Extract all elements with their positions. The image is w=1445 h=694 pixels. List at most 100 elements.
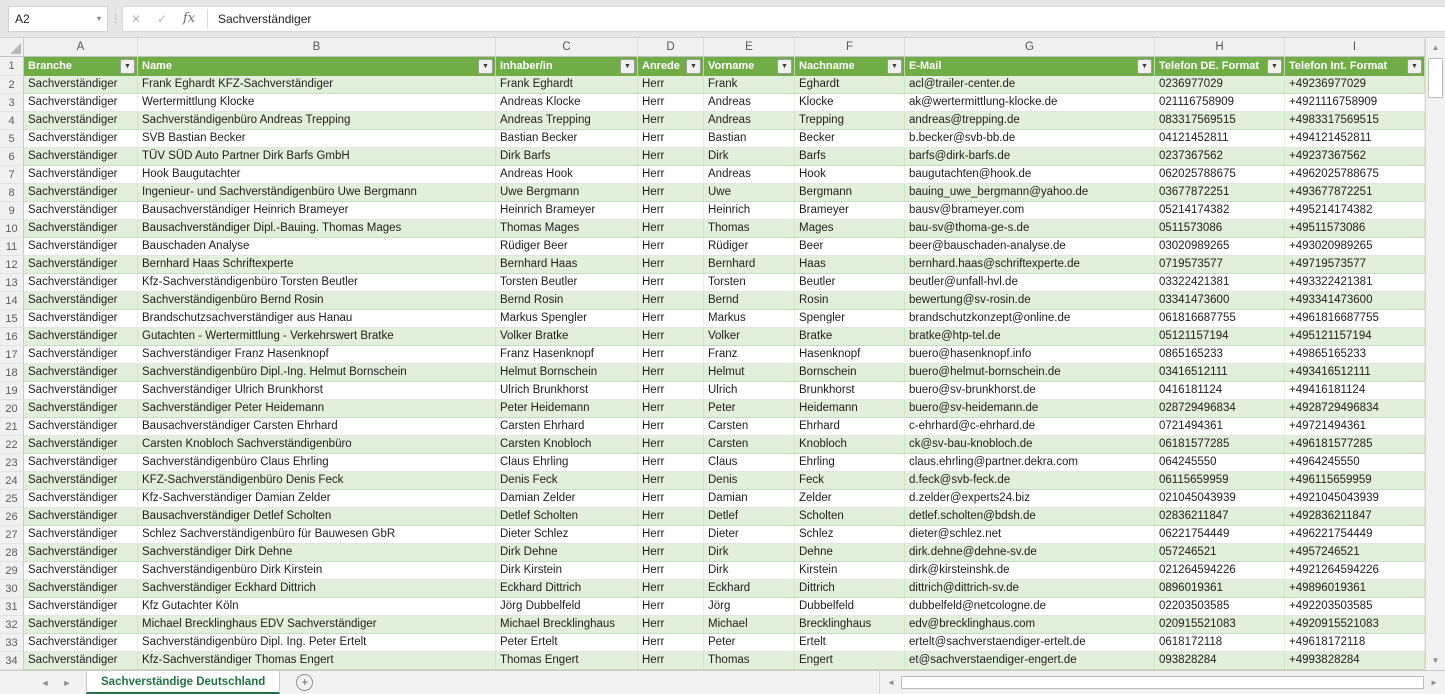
- cell-inhaber[interactable]: Peter Heidemann: [496, 400, 638, 418]
- cell-branche[interactable]: Sachverständiger: [24, 220, 138, 238]
- filter-button-inhaber[interactable]: ▼: [620, 59, 635, 74]
- cell-nachname[interactable]: Ertelt: [795, 634, 905, 652]
- cell-anrede[interactable]: Herr: [638, 382, 704, 400]
- cell-telefon-int[interactable]: +492203503585: [1285, 598, 1425, 616]
- filter-button-anrede[interactable]: ▼: [686, 59, 701, 74]
- cell-telefon-int[interactable]: +4964245550: [1285, 454, 1425, 472]
- cell-email[interactable]: d.feck@svb-feck.de: [905, 472, 1155, 490]
- cell-email[interactable]: beer@bauschaden-analyse.de: [905, 238, 1155, 256]
- cell-telefon-int[interactable]: +4962025788675: [1285, 166, 1425, 184]
- cell-vorname[interactable]: Frank: [704, 76, 795, 94]
- cell-email[interactable]: dirk@kirsteinshk.de: [905, 562, 1155, 580]
- cell-nachname[interactable]: Dehne: [795, 544, 905, 562]
- cell-telefon-de[interactable]: 02203503585: [1155, 598, 1285, 616]
- row-header-5[interactable]: 5: [0, 130, 24, 148]
- cell-branche[interactable]: Sachverständiger: [24, 472, 138, 490]
- cell-telefon-de[interactable]: 0865165233: [1155, 346, 1285, 364]
- row-header-16[interactable]: 16: [0, 328, 24, 346]
- cell-telefon-int[interactable]: +496115659959: [1285, 472, 1425, 490]
- cell-email[interactable]: buero@sv-brunkhorst.de: [905, 382, 1155, 400]
- cell-vorname[interactable]: Thomas: [704, 652, 795, 670]
- cell-name[interactable]: Kfz Gutachter Köln: [138, 598, 496, 616]
- row-header-31[interactable]: 31: [0, 598, 24, 616]
- cell-nachname[interactable]: Zelder: [795, 490, 905, 508]
- row-header-28[interactable]: 28: [0, 544, 24, 562]
- cell-nachname[interactable]: Spengler: [795, 310, 905, 328]
- cell-email[interactable]: c-ehrhard@c-ehrhard.de: [905, 418, 1155, 436]
- cell-vorname[interactable]: Denis: [704, 472, 795, 490]
- cell-inhaber[interactable]: Eckhard Dittrich: [496, 580, 638, 598]
- filter-button-vorname[interactable]: ▼: [777, 59, 792, 74]
- scroll-up-icon[interactable]: ▲: [1431, 43, 1440, 52]
- row-header-18[interactable]: 18: [0, 364, 24, 382]
- cell-telefon-de[interactable]: 06221754449: [1155, 526, 1285, 544]
- cell-vorname[interactable]: Damian: [704, 490, 795, 508]
- cell-telefon-de[interactable]: 0236977029: [1155, 76, 1285, 94]
- cell-branche[interactable]: Sachverständiger: [24, 292, 138, 310]
- cell-vorname[interactable]: Peter: [704, 400, 795, 418]
- row-header-1[interactable]: 1: [0, 57, 24, 76]
- cell-anrede[interactable]: Herr: [638, 508, 704, 526]
- cell-branche[interactable]: Sachverständiger: [24, 346, 138, 364]
- row-header-27[interactable]: 27: [0, 526, 24, 544]
- cell-anrede[interactable]: Herr: [638, 112, 704, 130]
- cell-telefon-de[interactable]: 064245550: [1155, 454, 1285, 472]
- cell-nachname[interactable]: Knobloch: [795, 436, 905, 454]
- sheet-nav-left-icon[interactable]: ◄: [40, 677, 50, 688]
- cell-nachname[interactable]: Rosin: [795, 292, 905, 310]
- row-header-13[interactable]: 13: [0, 274, 24, 292]
- cell-nachname[interactable]: Heidemann: [795, 400, 905, 418]
- cell-name[interactable]: Ingenieur- und Sachverständigenbüro Uwe …: [138, 184, 496, 202]
- cell-telefon-int[interactable]: +4957246521: [1285, 544, 1425, 562]
- cell-inhaber[interactable]: Carsten Knobloch: [496, 436, 638, 454]
- cell-branche[interactable]: Sachverständiger: [24, 652, 138, 670]
- cell-anrede[interactable]: Herr: [638, 184, 704, 202]
- row-header-3[interactable]: 3: [0, 94, 24, 112]
- cell-inhaber[interactable]: Uwe Bergmann: [496, 184, 638, 202]
- cell-inhaber[interactable]: Denis Feck: [496, 472, 638, 490]
- cell-nachname[interactable]: Dubbelfeld: [795, 598, 905, 616]
- cell-vorname[interactable]: Detlef: [704, 508, 795, 526]
- cell-email[interactable]: dubbelfeld@netcologne.de: [905, 598, 1155, 616]
- cell-email[interactable]: bauing_uwe_bergmann@yahoo.de: [905, 184, 1155, 202]
- cell-email[interactable]: d.zelder@experts24.biz: [905, 490, 1155, 508]
- cell-anrede[interactable]: Herr: [638, 400, 704, 418]
- row-header-17[interactable]: 17: [0, 346, 24, 364]
- cell-nachname[interactable]: Brunkhorst: [795, 382, 905, 400]
- cell-telefon-de[interactable]: 0237367562: [1155, 148, 1285, 166]
- cell-name[interactable]: SVB Bastian Becker: [138, 130, 496, 148]
- cell-name[interactable]: Bauschaden Analyse: [138, 238, 496, 256]
- scroll-right-icon[interactable]: ►: [1430, 678, 1438, 687]
- cell-branche[interactable]: Sachverständiger: [24, 454, 138, 472]
- cell-vorname[interactable]: Dieter: [704, 526, 795, 544]
- cell-nachname[interactable]: Haas: [795, 256, 905, 274]
- cell-vorname[interactable]: Volker: [704, 328, 795, 346]
- cell-nachname[interactable]: Feck: [795, 472, 905, 490]
- cell-email[interactable]: dittrich@dittrich-sv.de: [905, 580, 1155, 598]
- cell-nachname[interactable]: Ehrhard: [795, 418, 905, 436]
- cell-telefon-de[interactable]: 0416181124: [1155, 382, 1285, 400]
- cell-name[interactable]: Sachverständiger Dirk Dehne: [138, 544, 496, 562]
- cell-telefon-de[interactable]: 03020989265: [1155, 238, 1285, 256]
- cell-anrede[interactable]: Herr: [638, 238, 704, 256]
- row-header-23[interactable]: 23: [0, 454, 24, 472]
- cell-branche[interactable]: Sachverständiger: [24, 562, 138, 580]
- cell-branche[interactable]: Sachverständiger: [24, 400, 138, 418]
- cell-telefon-int[interactable]: +4961816687755: [1285, 310, 1425, 328]
- row-header-29[interactable]: 29: [0, 562, 24, 580]
- cell-vorname[interactable]: Carsten: [704, 436, 795, 454]
- cell-branche[interactable]: Sachverständiger: [24, 328, 138, 346]
- header-name[interactable]: Name ▼: [138, 57, 496, 76]
- cell-anrede[interactable]: Herr: [638, 274, 704, 292]
- cell-anrede[interactable]: Herr: [638, 130, 704, 148]
- filter-button-name[interactable]: ▼: [478, 59, 493, 74]
- cell-telefon-de[interactable]: 0618172118: [1155, 634, 1285, 652]
- column-header-F[interactable]: F: [795, 38, 905, 57]
- cell-telefon-int[interactable]: +49719573577: [1285, 256, 1425, 274]
- cell-telefon-int[interactable]: +49236977029: [1285, 76, 1425, 94]
- cell-email[interactable]: et@sachverstaendiger-engert.de: [905, 652, 1155, 670]
- cell-name[interactable]: Sachverständigenbüro Dipl. Ing. Peter Er…: [138, 634, 496, 652]
- row-header-30[interactable]: 30: [0, 580, 24, 598]
- cell-nachname[interactable]: Schlez: [795, 526, 905, 544]
- cell-telefon-de[interactable]: 03677872251: [1155, 184, 1285, 202]
